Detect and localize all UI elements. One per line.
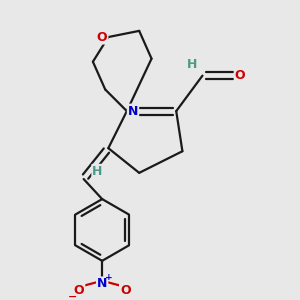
Text: −: − [68, 292, 77, 300]
Text: N: N [97, 278, 107, 290]
Text: O: O [235, 69, 245, 82]
Text: H: H [92, 165, 103, 178]
Text: H: H [187, 58, 197, 71]
Text: O: O [74, 284, 84, 297]
Text: O: O [97, 31, 107, 44]
Text: +: + [105, 273, 113, 282]
Text: N: N [128, 105, 138, 118]
Text: O: O [120, 284, 130, 297]
